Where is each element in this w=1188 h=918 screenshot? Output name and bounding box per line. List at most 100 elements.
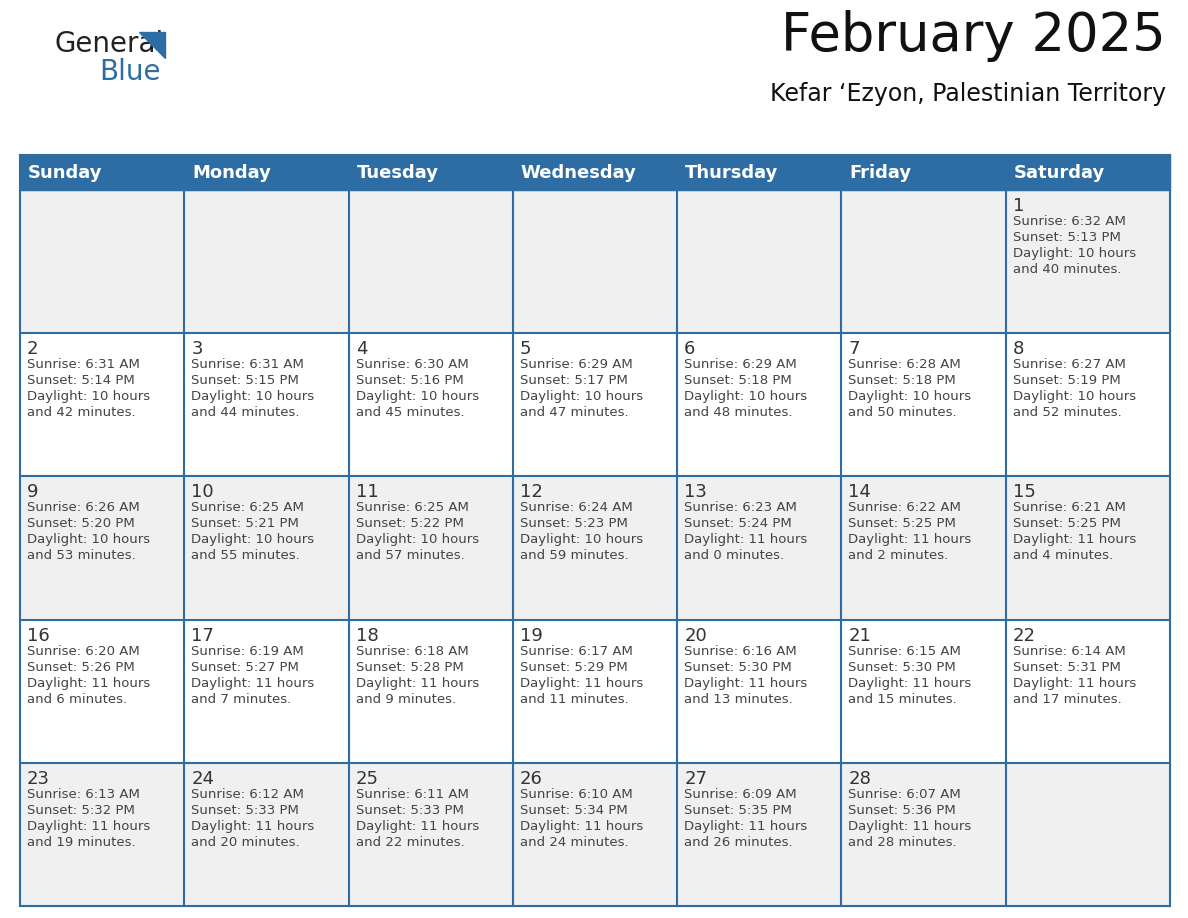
Text: Kefar ‘Ezyon, Palestinian Territory: Kefar ‘Ezyon, Palestinian Territory [770, 82, 1165, 106]
Text: Sunset: 5:24 PM: Sunset: 5:24 PM [684, 518, 792, 531]
Bar [20, 333, 184, 476]
Text: Sunrise: 6:24 AM: Sunrise: 6:24 AM [520, 501, 632, 514]
Text: and 50 minutes.: and 50 minutes. [848, 406, 958, 420]
Text: Sunset: 5:26 PM: Sunset: 5:26 PM [27, 661, 134, 674]
Bar [1006, 763, 1170, 906]
Text: Daylight: 11 hours: Daylight: 11 hours [355, 677, 479, 689]
Bar [184, 333, 348, 476]
Text: and 53 minutes.: and 53 minutes. [27, 549, 135, 563]
Text: Sunset: 5:18 PM: Sunset: 5:18 PM [684, 375, 792, 387]
Text: Sunrise: 6:10 AM: Sunrise: 6:10 AM [520, 788, 632, 800]
Text: Sunrise: 6:25 AM: Sunrise: 6:25 AM [191, 501, 304, 514]
Text: Daylight: 11 hours: Daylight: 11 hours [1012, 533, 1136, 546]
Text: Sunset: 5:16 PM: Sunset: 5:16 PM [355, 375, 463, 387]
Text: Daylight: 10 hours: Daylight: 10 hours [848, 390, 972, 403]
Text: Daylight: 11 hours: Daylight: 11 hours [520, 677, 643, 689]
Text: Sunrise: 6:26 AM: Sunrise: 6:26 AM [27, 501, 140, 514]
Text: 2: 2 [27, 341, 38, 358]
Bar [1006, 155, 1170, 190]
Text: February 2025: February 2025 [782, 10, 1165, 62]
Bar [841, 155, 1006, 190]
Text: Daylight: 11 hours: Daylight: 11 hours [27, 820, 150, 833]
Bar [841, 620, 1006, 763]
Text: 5: 5 [520, 341, 531, 358]
Text: Daylight: 11 hours: Daylight: 11 hours [520, 820, 643, 833]
Text: 24: 24 [191, 770, 214, 788]
Text: Daylight: 11 hours: Daylight: 11 hours [684, 677, 808, 689]
Text: and 20 minutes.: and 20 minutes. [191, 835, 299, 849]
Text: and 57 minutes.: and 57 minutes. [355, 549, 465, 563]
Text: and 40 minutes.: and 40 minutes. [1012, 263, 1121, 276]
Bar [1006, 333, 1170, 476]
Text: Sunrise: 6:20 AM: Sunrise: 6:20 AM [27, 644, 140, 657]
Bar [20, 763, 184, 906]
Bar [184, 763, 348, 906]
Text: Daylight: 10 hours: Daylight: 10 hours [520, 390, 643, 403]
Text: 7: 7 [848, 341, 860, 358]
Bar [184, 155, 348, 190]
Text: 18: 18 [355, 627, 378, 644]
Bar [841, 763, 1006, 906]
Bar [184, 620, 348, 763]
Text: Sunset: 5:22 PM: Sunset: 5:22 PM [355, 518, 463, 531]
Text: 27: 27 [684, 770, 707, 788]
Bar [841, 333, 1006, 476]
Text: and 24 minutes.: and 24 minutes. [520, 835, 628, 849]
Text: Sunset: 5:21 PM: Sunset: 5:21 PM [191, 518, 299, 531]
Text: Daylight: 10 hours: Daylight: 10 hours [1012, 390, 1136, 403]
Text: and 13 minutes.: and 13 minutes. [684, 692, 792, 706]
Text: 19: 19 [520, 627, 543, 644]
Text: Daylight: 11 hours: Daylight: 11 hours [191, 677, 315, 689]
Text: Sunset: 5:32 PM: Sunset: 5:32 PM [27, 804, 135, 817]
Text: and 4 minutes.: and 4 minutes. [1012, 549, 1113, 563]
Bar [513, 620, 677, 763]
Text: Daylight: 11 hours: Daylight: 11 hours [848, 677, 972, 689]
Bar [513, 190, 677, 333]
Text: Sunset: 5:28 PM: Sunset: 5:28 PM [355, 661, 463, 674]
Text: 10: 10 [191, 484, 214, 501]
Bar [677, 190, 841, 333]
Bar [513, 333, 677, 476]
Text: Sunrise: 6:17 AM: Sunrise: 6:17 AM [520, 644, 633, 657]
Text: Daylight: 11 hours: Daylight: 11 hours [684, 820, 808, 833]
Text: and 0 minutes.: and 0 minutes. [684, 549, 784, 563]
Text: Thursday: Thursday [685, 163, 778, 182]
Text: and 47 minutes.: and 47 minutes. [520, 406, 628, 420]
Text: 15: 15 [1012, 484, 1036, 501]
Bar [841, 476, 1006, 620]
Text: 28: 28 [848, 770, 871, 788]
Bar [513, 763, 677, 906]
Text: Sunset: 5:27 PM: Sunset: 5:27 PM [191, 661, 299, 674]
Text: and 7 minutes.: and 7 minutes. [191, 692, 291, 706]
Text: Daylight: 10 hours: Daylight: 10 hours [27, 390, 150, 403]
Text: Sunset: 5:29 PM: Sunset: 5:29 PM [520, 661, 627, 674]
Text: Daylight: 11 hours: Daylight: 11 hours [1012, 677, 1136, 689]
Text: Sunset: 5:20 PM: Sunset: 5:20 PM [27, 518, 134, 531]
Text: Sunset: 5:17 PM: Sunset: 5:17 PM [520, 375, 627, 387]
Text: Sunrise: 6:09 AM: Sunrise: 6:09 AM [684, 788, 797, 800]
Text: Sunrise: 6:14 AM: Sunrise: 6:14 AM [1012, 644, 1125, 657]
Bar [348, 190, 513, 333]
Text: Daylight: 10 hours: Daylight: 10 hours [27, 533, 150, 546]
Bar [677, 333, 841, 476]
Text: 3: 3 [191, 341, 203, 358]
Text: and 59 minutes.: and 59 minutes. [520, 549, 628, 563]
Text: and 19 minutes.: and 19 minutes. [27, 835, 135, 849]
Text: Blue: Blue [99, 58, 160, 86]
Text: Sunset: 5:15 PM: Sunset: 5:15 PM [191, 375, 299, 387]
Text: 20: 20 [684, 627, 707, 644]
Bar [1006, 620, 1170, 763]
Bar [20, 155, 184, 190]
Bar [677, 155, 841, 190]
Text: and 17 minutes.: and 17 minutes. [1012, 692, 1121, 706]
Text: Friday: Friday [849, 163, 911, 182]
Text: Daylight: 10 hours: Daylight: 10 hours [684, 390, 808, 403]
Text: Sunrise: 6:16 AM: Sunrise: 6:16 AM [684, 644, 797, 657]
Text: 11: 11 [355, 484, 378, 501]
Text: and 9 minutes.: and 9 minutes. [355, 692, 456, 706]
Text: 14: 14 [848, 484, 871, 501]
Text: Sunset: 5:31 PM: Sunset: 5:31 PM [1012, 661, 1120, 674]
Text: Sunset: 5:23 PM: Sunset: 5:23 PM [520, 518, 627, 531]
Text: Daylight: 11 hours: Daylight: 11 hours [684, 533, 808, 546]
Text: and 2 minutes.: and 2 minutes. [848, 549, 949, 563]
